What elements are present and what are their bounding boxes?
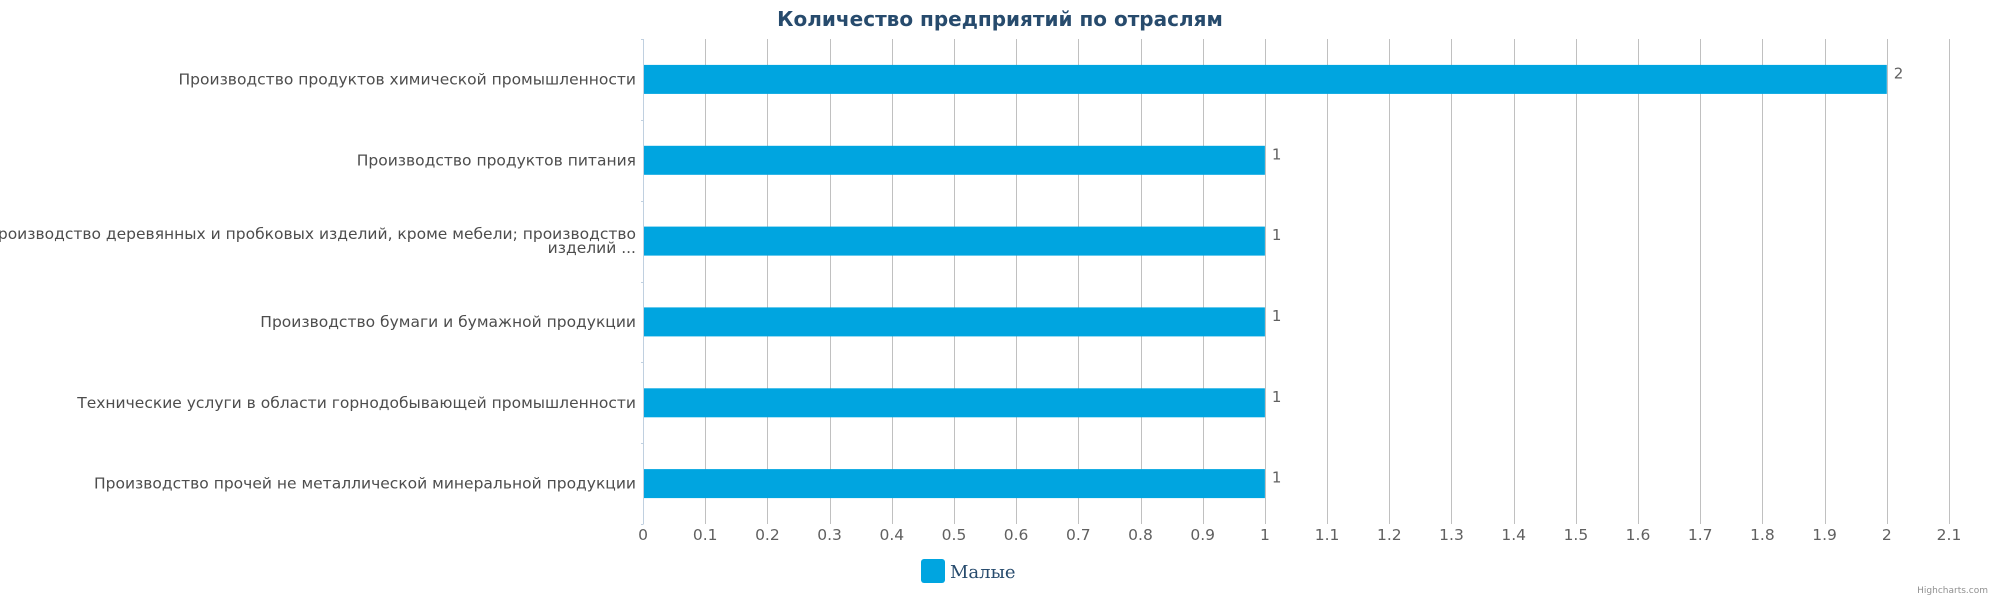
x-tick-label: 1.8 — [1750, 526, 1775, 544]
x-tick-label: 1.5 — [1564, 526, 1589, 544]
x-tick-label: 1.9 — [1812, 526, 1837, 544]
category-axis — [641, 39, 644, 525]
x-tick-label: 0.5 — [942, 526, 967, 544]
category-labels: Производство продуктов химической промыш… — [0, 70, 636, 492]
data-label: 1 — [1272, 469, 1282, 487]
x-tick-label: 2 — [1882, 526, 1892, 544]
x-tick-label: 2.1 — [1937, 526, 1962, 544]
bar-series[interactable] — [644, 64, 1887, 499]
chart-title: Количество предприятий по отраслям — [777, 7, 1223, 31]
category-label: Производство прочей не металлической мин… — [94, 475, 636, 493]
data-label: 2 — [1894, 64, 1904, 82]
legend[interactable]: Малые — [921, 559, 1016, 583]
x-tick-label: 0.2 — [755, 526, 780, 544]
data-label: 1 — [1272, 145, 1282, 163]
category-label: Технические услуги в области горнодобыва… — [76, 394, 636, 412]
bar[interactable] — [644, 145, 1265, 175]
x-axis-tick-labels: 0 0.1 0.2 0.3 0.4 0.5 0.6 0.7 0.8 0.9 1 1.1 1.2 1.3 1.… — [638, 526, 1961, 544]
x-tick-label: 1 — [1260, 526, 1270, 544]
x-tick-label: 1.1 — [1315, 526, 1340, 544]
category-label: Производство продуктов химической промыш… — [179, 70, 636, 88]
x-tick-label: 0.8 — [1128, 526, 1153, 544]
x-tick-label: 0.4 — [879, 526, 904, 544]
data-labels: 2 1 1 1 1 1 — [1272, 64, 1903, 486]
data-label: 1 — [1272, 226, 1282, 244]
x-tick-label: 1.6 — [1626, 526, 1651, 544]
x-tick-label: 1.7 — [1688, 526, 1713, 544]
legend-label[interactable]: Малые — [950, 562, 1016, 583]
gridlines — [705, 39, 1950, 524]
credits-link[interactable]: Highcharts.com — [1917, 586, 1988, 596]
bar[interactable] — [644, 307, 1265, 337]
x-tick-label: 1.2 — [1377, 526, 1402, 544]
bar[interactable] — [644, 388, 1265, 418]
x-tick-label: 1.4 — [1501, 526, 1526, 544]
x-tick-label: 0 — [638, 526, 648, 544]
category-label: Производство продуктов питания — [357, 151, 636, 169]
data-label: 1 — [1272, 307, 1282, 325]
bar[interactable] — [644, 64, 1887, 94]
x-tick-label: 0.9 — [1190, 526, 1215, 544]
x-tick-label: 1.3 — [1439, 526, 1464, 544]
x-tick-label: 0.1 — [693, 526, 718, 544]
category-label: Производство деревянных и пробковых изде… — [0, 225, 636, 257]
bar[interactable] — [644, 226, 1265, 256]
x-tick-label: 0.3 — [817, 526, 842, 544]
bar[interactable] — [644, 469, 1265, 499]
data-label: 1 — [1272, 388, 1282, 406]
x-tick-label: 0.6 — [1004, 526, 1029, 544]
category-label: Производство бумаги и бумажной продукции — [260, 313, 636, 331]
legend-swatch[interactable] — [921, 559, 945, 583]
x-tick-label: 0.7 — [1066, 526, 1091, 544]
